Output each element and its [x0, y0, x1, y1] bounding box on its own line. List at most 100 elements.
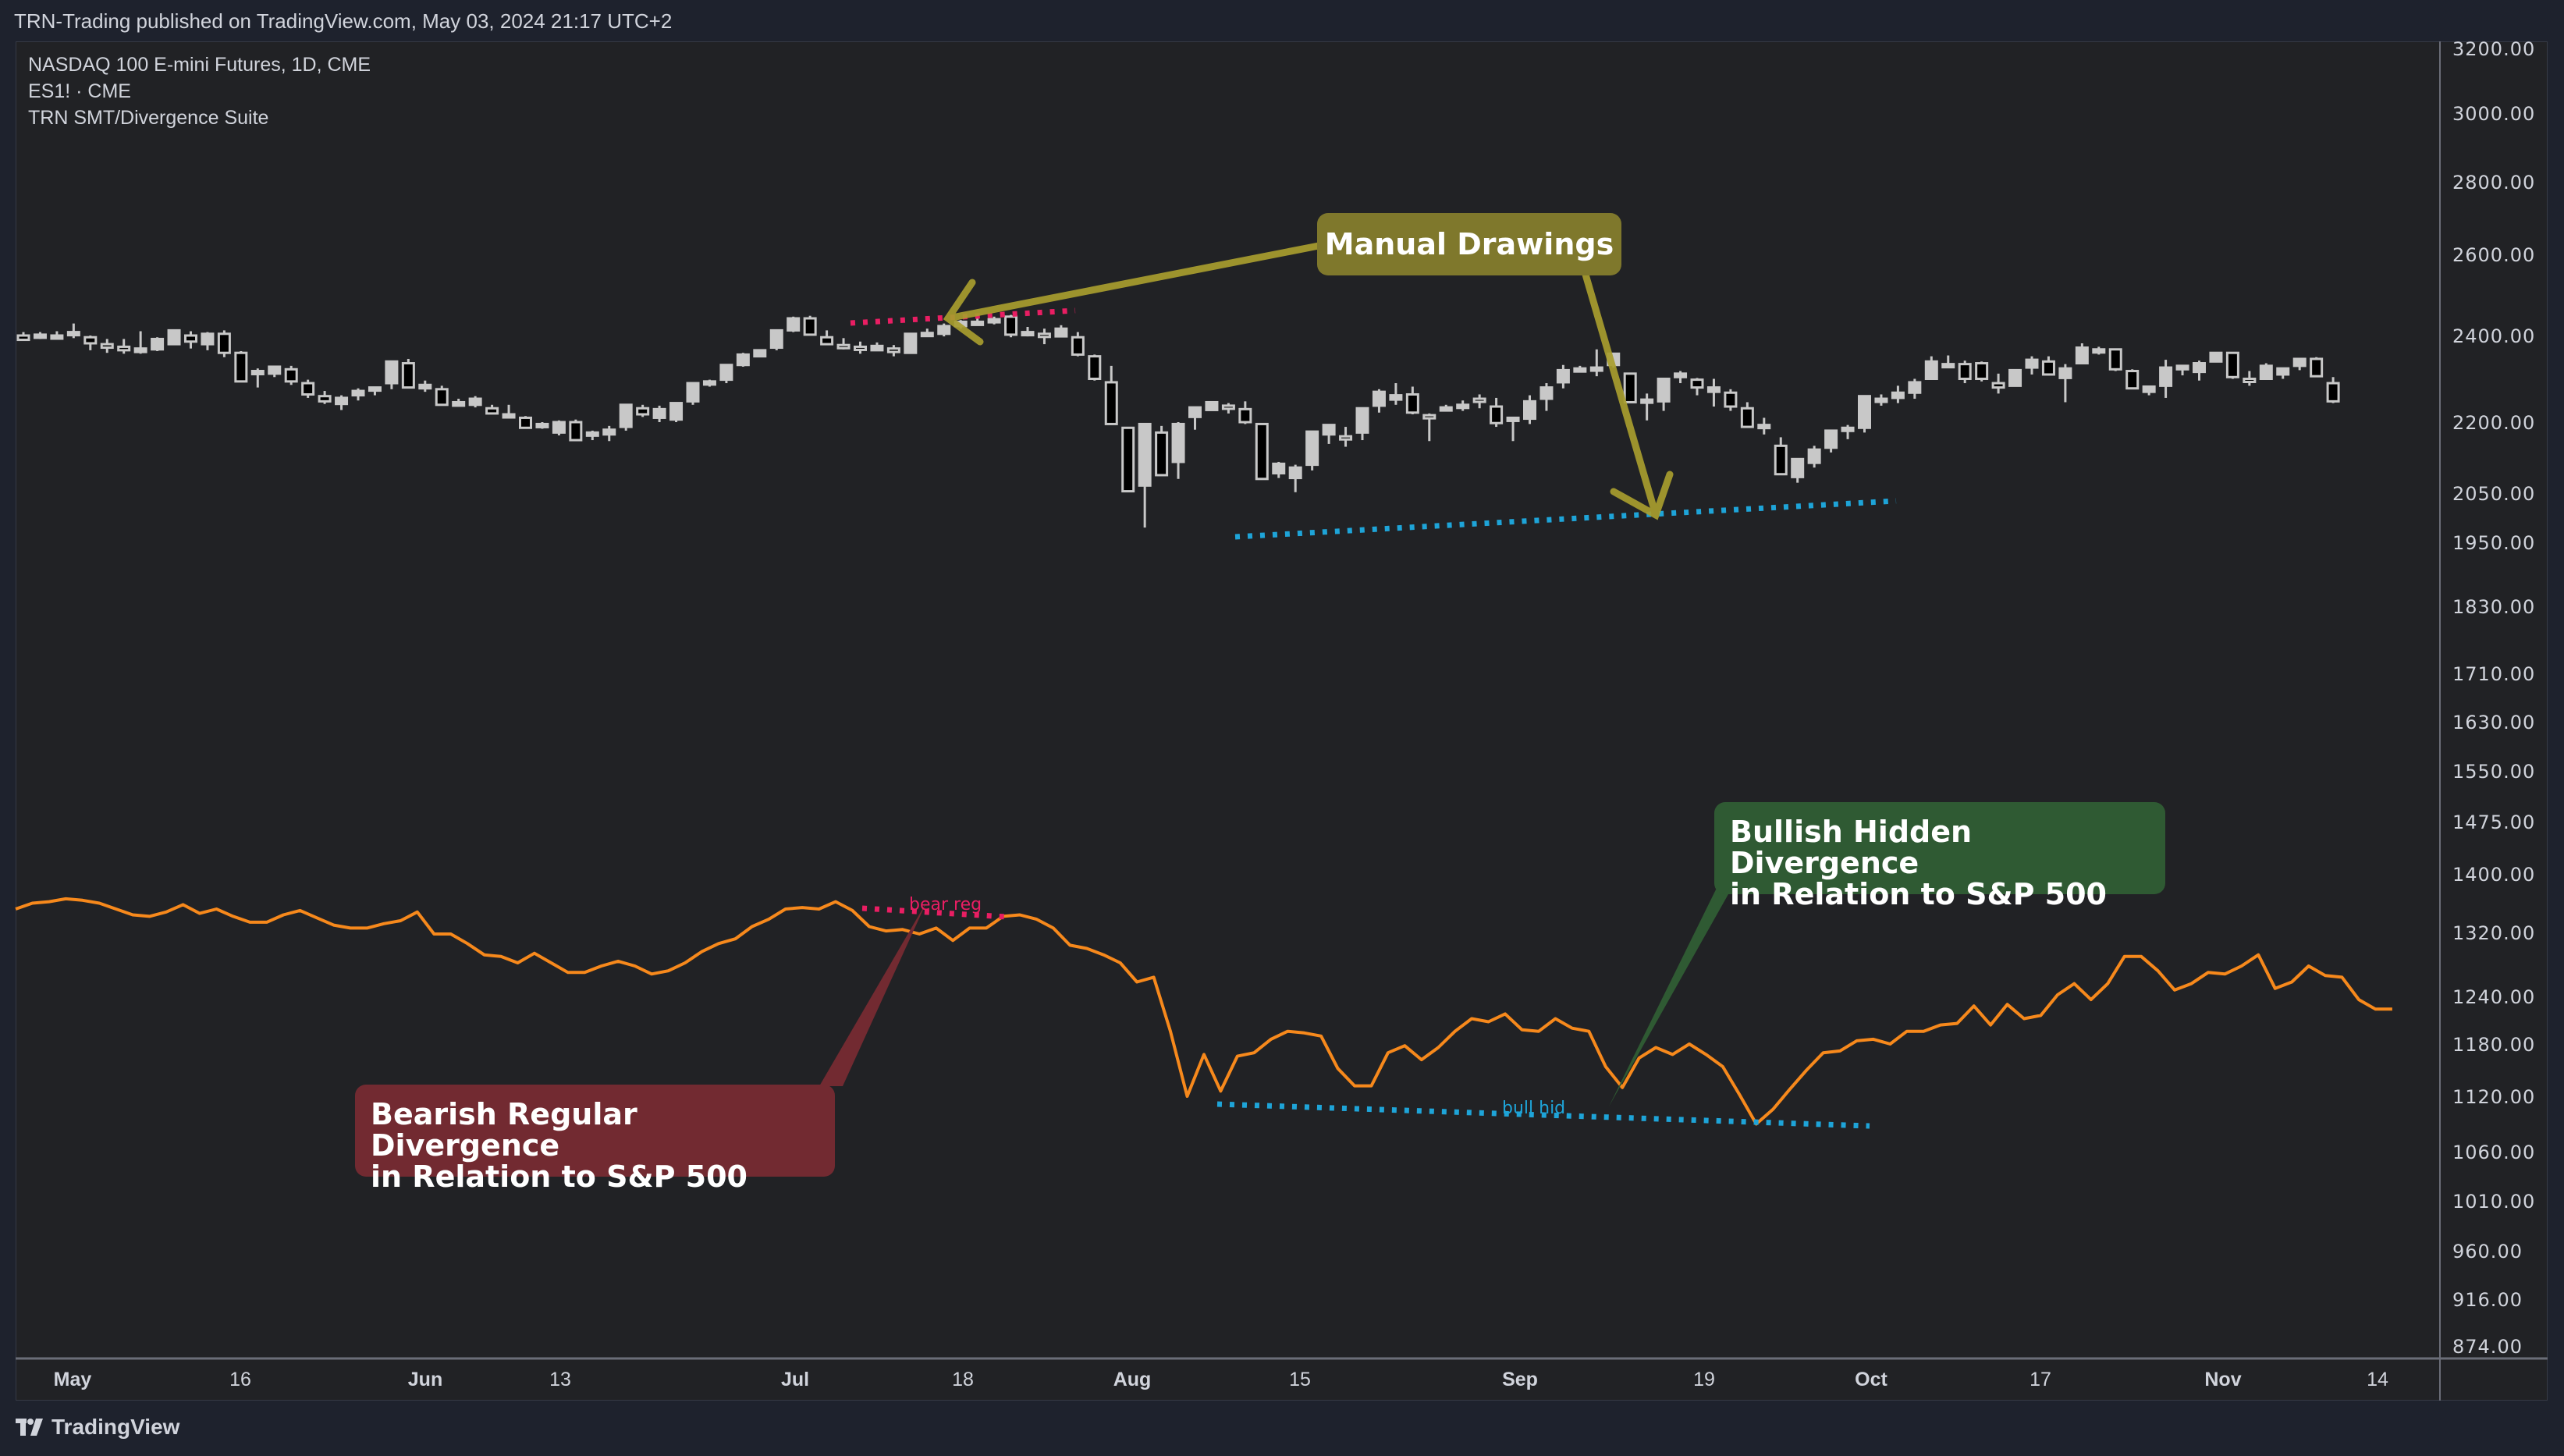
manual-drawing-arrows[interactable] — [943, 242, 1674, 520]
price-tick-label: 1240.00 — [2452, 986, 2535, 1008]
candle-up — [1706, 386, 1721, 393]
time-axis[interactable]: May 16 Jun 13 Jul 18 Aug 15 Sep 19 Oct 17 Nov 14 — [54, 1369, 2388, 1390]
price-tick-label: 2400.00 — [2452, 325, 2535, 347]
candle-up — [1272, 462, 1286, 475]
price-tick-label: 2200.00 — [2452, 412, 2535, 434]
candle-up — [1874, 397, 1888, 403]
candle-up — [452, 400, 466, 407]
candle-down — [1037, 332, 1051, 339]
bear-callout-pointer — [819, 901, 927, 1086]
candle-up — [250, 370, 265, 376]
legend-compare-symbol[interactable]: ES1! · CME — [28, 80, 131, 102]
candlestick-series — [16, 314, 2340, 528]
candle-down — [485, 407, 499, 415]
bull-hid-label: bull hid — [1502, 1099, 1565, 1118]
candle-up — [1305, 430, 1319, 467]
candle-up — [552, 421, 566, 434]
candle-up — [920, 332, 934, 338]
tradingview-logo-text: TradingView — [51, 1415, 180, 1439]
candle-up — [1439, 406, 1453, 412]
legend-indicator[interactable]: TRN SMT/Divergence Suite — [28, 107, 269, 129]
price-tick-label: 1180.00 — [2452, 1034, 2535, 1056]
candle-down — [1088, 355, 1102, 381]
bull-callout-line2: in Relation to S&P 500 — [1730, 877, 2107, 911]
candle-down — [1472, 397, 1486, 403]
candle-up — [1757, 424, 1771, 430]
candle-up — [167, 328, 181, 346]
candle-up — [1506, 416, 1520, 422]
candle-up — [2292, 357, 2307, 368]
candle-down — [234, 351, 248, 383]
price-axis[interactable]: 3200.00 3000.00 2800.00 2600.00 2400.00 2200.… — [2452, 38, 2535, 1358]
candle-up — [2092, 348, 2106, 354]
candle-down — [284, 368, 298, 383]
candle-up — [335, 396, 349, 406]
candle-down — [886, 347, 900, 353]
arrow-left-head-icon — [943, 279, 984, 346]
bearish-divergence-callout[interactable]: Bearish Regular Divergence in Relation t… — [355, 1085, 835, 1192]
candle-up — [1389, 394, 1403, 401]
candle-down — [16, 334, 30, 342]
candle-down — [435, 388, 449, 407]
candle-up — [133, 347, 147, 353]
candle-up — [66, 331, 80, 337]
candle-up — [1858, 395, 1871, 429]
candle-up — [1205, 400, 1219, 411]
candle-down — [1991, 382, 2005, 389]
price-tick-label: 1630.00 — [2452, 712, 2535, 733]
time-tick-label: 15 — [1289, 1369, 1311, 1390]
time-tick-label: Jun — [408, 1369, 442, 1390]
candle-up — [2142, 385, 2156, 393]
candle-down — [1255, 422, 1269, 481]
candle-up — [652, 407, 666, 419]
candle-up — [585, 431, 599, 437]
candle-down — [1490, 405, 1504, 424]
candle-up — [1322, 424, 1336, 436]
price-tick-label: 1475.00 — [2452, 811, 2535, 833]
candle-up — [1807, 448, 1821, 464]
price-tick-label: 3000.00 — [2452, 103, 2535, 125]
publish-info: TRN-Trading published on TradingView.com… — [14, 9, 673, 33]
price-tick-label: 916.00 — [2452, 1289, 2523, 1311]
time-tick-label: 19 — [1693, 1369, 1715, 1390]
price-tick-label: 2050.00 — [2452, 483, 2535, 505]
bullish-divergence-callout[interactable]: Bullish Hidden Divergence in Relation to… — [1714, 802, 2165, 910]
candle-up — [418, 383, 432, 390]
time-tick-label: 13 — [549, 1369, 571, 1390]
candle-down — [1958, 363, 1972, 381]
arrow-down-shaft[interactable] — [1580, 265, 1660, 519]
price-tick-label: 1400.00 — [2452, 864, 2535, 886]
candle-up — [602, 428, 616, 436]
price-tick-label: 1320.00 — [2452, 922, 2535, 944]
legend-symbol[interactable]: NASDAQ 100 E-mini Futures, 1D, CME — [28, 54, 371, 76]
bear-reg-label: bear reg — [909, 895, 982, 914]
candle-up — [619, 403, 633, 428]
tradingview-logo[interactable]: TradingView — [16, 1415, 179, 1440]
price-tick-label: 1010.00 — [2452, 1191, 2535, 1213]
candle-down — [2108, 348, 2122, 371]
candle-down — [401, 362, 415, 389]
candle-up — [1556, 368, 1570, 384]
candle-down — [301, 382, 315, 396]
candle-down — [1071, 336, 1085, 356]
candle-up — [2008, 368, 2022, 387]
bear-callout-line2: in Relation to S&P 500 — [371, 1159, 748, 1194]
candle-down — [217, 332, 231, 354]
candle-down — [2243, 378, 2257, 383]
candle-down — [1238, 407, 1252, 424]
manual-drawings-callout[interactable]: Manual Drawings — [1317, 213, 1621, 275]
candle-down — [836, 343, 851, 350]
candle-down — [184, 334, 197, 343]
arrow-left-shaft[interactable] — [944, 242, 1323, 322]
candle-up — [1523, 400, 1536, 421]
candle-up — [1640, 398, 1654, 404]
candle-down — [1155, 431, 1169, 477]
candle-down — [1975, 362, 1989, 380]
candle-down — [1690, 378, 1704, 389]
candle-down — [100, 343, 114, 350]
candle-down — [117, 345, 131, 352]
candle-up — [1288, 466, 1302, 480]
candle-up — [1456, 403, 1470, 410]
chart-legend: NASDAQ 100 E-mini Futures, 1D, CME ES1! … — [28, 51, 371, 131]
